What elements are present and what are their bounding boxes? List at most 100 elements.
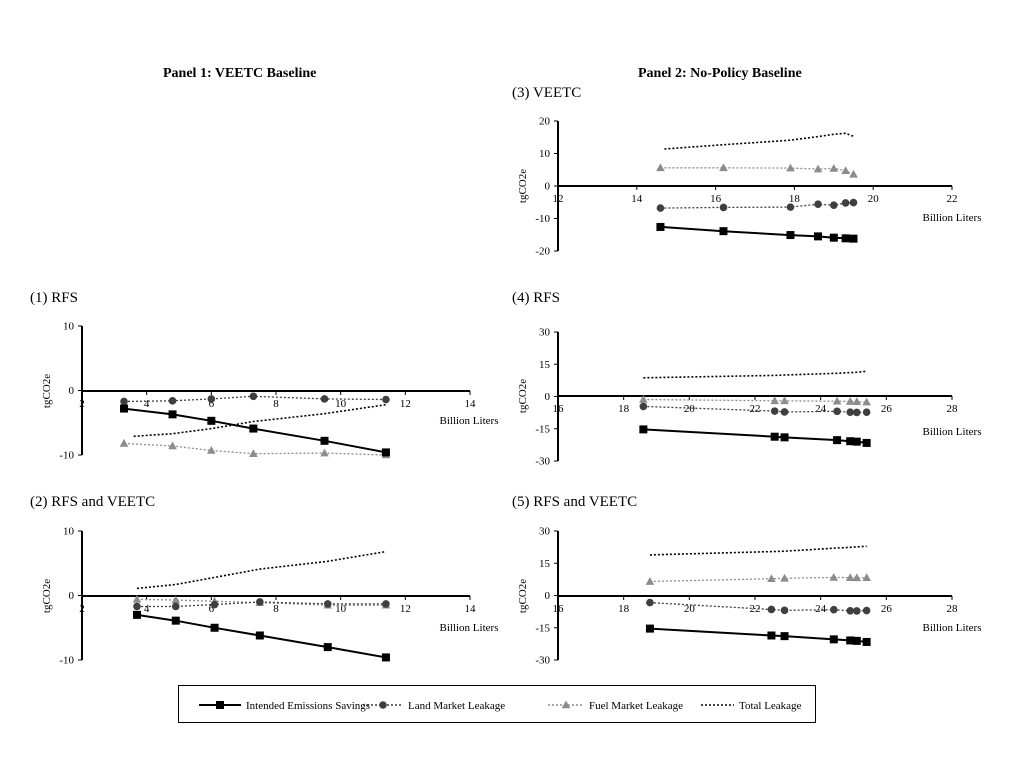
series-intended-emissions-savings [639,425,871,447]
data-point-fuel-market-leakage [862,573,871,581]
data-point-intended-emissions-savings [719,227,728,236]
y-tick-label: -10 [59,655,74,667]
data-point-land-market-leakage [120,397,128,406]
x-tick-label: 14 [465,398,477,410]
y-tick-label: 10 [63,526,75,538]
data-point-land-market-leakage [852,408,861,417]
series-line-total-leakage [664,132,854,150]
data-point-intended-emissions-savings [770,432,779,441]
data-point-land-market-leakage [382,600,390,608]
series-total-leakage [643,370,867,379]
data-point-intended-emissions-savings [780,632,789,641]
y-tick-label: 15 [539,558,551,570]
chart-5-title: (5) RFS and VEETC [512,494,638,510]
data-point-intended-emissions-savings [780,433,789,442]
data-point-fuel-market-leakage [645,577,655,585]
data-point-land-market-leakage [646,598,654,607]
data-point-land-market-leakage [780,606,789,615]
series-land-market-leakage [656,198,858,212]
data-point-intended-emissions-savings [207,416,216,425]
data-point-intended-emissions-savings [786,231,795,240]
legend-graphics: Intended Emissions Savings Land Market Le… [199,700,802,712]
series-line-fuel-market-leakage [123,442,386,456]
data-point-intended-emissions-savings [132,610,141,619]
y-tick-label: 20 [539,116,551,128]
data-point-land-market-leakage [256,598,264,606]
y-tick-label: -15 [535,423,550,435]
x-tick-label: 4 [144,603,150,615]
data-point-fuel-market-leakage [719,163,728,172]
legend-item-land-market-leakage: Land Market Leakage [363,700,505,712]
x-tick-label: 18 [618,403,630,415]
axes: -30 -15 0 15 30 16 18 20 22 24 26 28 tgCO2e Billion L… [517,327,981,468]
data-point-intended-emissions-savings [381,653,390,662]
x-tick-label: 16 [553,403,565,415]
data-point-fuel-market-leakage [168,441,177,450]
y-tick-label: 0 [69,385,75,397]
series-total-leakage [136,550,387,590]
data-point-intended-emissions-savings [852,636,861,645]
data-point-fuel-market-leakage [320,448,329,457]
series-line-fuel-market-leakage [136,598,386,606]
data-point-intended-emissions-savings [862,637,871,646]
data-point-intended-emissions-savings [168,410,177,419]
series-land-market-leakage [120,392,390,406]
panel-1-title: Panel 1: VEETC Baseline [163,66,317,81]
axes: -10 0 10 2 4 6 8 10 12 14 tgCO2e Billion Liters [41,526,498,667]
x-tick-label: 12 [400,398,411,410]
x-tick-label: 20 [684,603,696,615]
data-point-fuel-market-leakage [829,163,839,172]
data-point-fuel-market-leakage [207,445,216,454]
data-point-land-market-leakage [207,395,216,403]
data-point-fuel-market-leakage [639,395,648,403]
x-tick-label: 26 [881,403,893,415]
y-tick-label: 30 [539,327,551,339]
series-total-leakage [664,132,854,150]
data-point-land-market-leakage [852,607,861,615]
data-point-land-market-leakage [846,606,855,615]
x-tick-label: 16 [710,193,722,205]
x-tick-label: 2 [79,603,85,615]
series-line-land-market-leakage [123,395,386,403]
data-point-land-market-leakage [770,407,779,415]
data-point-intended-emissions-savings [814,232,823,241]
series-total-leakage [133,403,387,438]
data-point-land-market-leakage [862,606,871,615]
data-point-land-market-leakage [249,392,258,401]
series-total-leakage [649,545,867,556]
data-point-intended-emissions-savings [833,436,842,445]
series-land-market-leakage [639,402,871,417]
x-tick-label: 18 [618,603,630,615]
data-point-fuel-market-leakage [852,397,862,405]
data-point-land-market-leakage [862,408,871,416]
y-tick-label: 0 [545,391,551,403]
data-point-fuel-market-leakage [770,396,779,405]
data-point-intended-emissions-savings [829,635,838,644]
series-line-land-market-leakage [137,601,386,608]
data-point-land-market-leakage [320,395,329,403]
legend-label: Land Market Leakage [408,700,505,712]
legend-marker [216,701,224,709]
series-line-total-leakage [136,550,387,590]
axes: -10 0 10 2 4 6 8 10 12 14 tgCO2e Billion Liters [41,321,498,462]
data-point-intended-emissions-savings [829,233,838,242]
data-point-land-market-leakage [830,201,838,209]
data-point-intended-emissions-savings [852,437,861,446]
x-tick-label: 12 [553,193,564,205]
data-point-intended-emissions-savings [120,404,129,413]
data-point-intended-emissions-savings [849,234,858,243]
panel-2-title: Panel 2: No-Policy Baseline [638,66,802,81]
data-point-fuel-market-leakage [171,595,181,604]
x-tick-label: 14 [465,603,477,615]
data-point-land-market-leakage [833,407,841,416]
y-axis-label: tgCO2e [41,579,53,613]
data-point-intended-emissions-savings [255,631,264,640]
data-point-fuel-market-leakage [119,438,129,447]
data-point-fuel-market-leakage [852,573,862,582]
data-point-land-market-leakage [786,203,795,211]
x-tick-label: 26 [881,603,893,615]
